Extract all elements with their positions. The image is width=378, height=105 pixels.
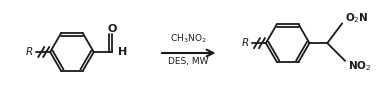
- Text: NO$_2$: NO$_2$: [348, 59, 372, 73]
- Text: O: O: [108, 24, 117, 34]
- Text: H: H: [118, 47, 128, 57]
- Text: DES, MW: DES, MW: [169, 57, 209, 66]
- Text: R: R: [26, 47, 33, 57]
- Text: R: R: [242, 38, 249, 48]
- Text: CH$_3$NO$_2$: CH$_3$NO$_2$: [170, 33, 207, 45]
- Text: O$_2$N: O$_2$N: [345, 12, 369, 25]
